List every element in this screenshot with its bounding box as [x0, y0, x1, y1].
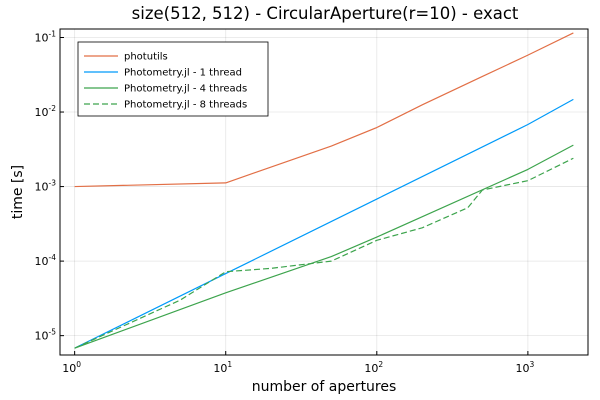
y-tick-label: 10-3	[35, 179, 57, 194]
chart-title: size(512, 512) - CircularAperture(r=10) …	[132, 4, 519, 23]
x-tick-base: 10	[62, 362, 76, 375]
x-tick-label: 101	[213, 360, 232, 375]
legend-label-1: photutils	[124, 52, 168, 63]
y-tick-exponent: -2	[49, 104, 57, 113]
legend-label-4: Photometry.jl - 8 threads	[124, 100, 247, 111]
legend-box	[77, 41, 269, 117]
y-tick-base: 10	[35, 31, 49, 44]
x-tick-exponent: 3	[529, 360, 534, 369]
series-line-4	[74, 157, 574, 349]
series-line-2	[74, 98, 574, 349]
x-tick-exponent: 1	[227, 360, 232, 369]
y-tick-exponent: -5	[49, 328, 57, 337]
x-tick-exponent: 0	[76, 360, 81, 369]
x-tick-label: 102	[364, 360, 383, 375]
x-tick-label: 103	[515, 360, 534, 375]
x-tick-base: 10	[213, 362, 227, 375]
y-tick-base: 10	[35, 106, 49, 119]
legend-label-2: Photometry.jl - 1 thread	[124, 68, 242, 79]
series-line-3	[74, 144, 574, 349]
series-line-1	[74, 32, 574, 188]
y-tick-label: 10-5	[35, 328, 57, 343]
y-tick-exponent: -4	[49, 253, 57, 262]
y-axis-ticks: 10-510-410-310-210-1	[35, 29, 64, 343]
legend-label-3: Photometry.jl - 4 threads	[124, 84, 247, 95]
x-axis-ticks: 100 101 102 103	[62, 351, 534, 375]
x-axis-label: number of apertures	[252, 379, 397, 395]
x-tick-exponent: 2	[378, 360, 383, 369]
x-tick-label: 100	[62, 360, 81, 375]
y-tick-base: 10	[35, 255, 49, 268]
legend: photutils Photometry.jl - 1 thread Photome…	[77, 41, 269, 117]
x-tick-base: 10	[515, 362, 529, 375]
y-tick-base: 10	[35, 330, 49, 343]
y-tick-label: 10-1	[35, 29, 57, 44]
x-tick-base: 10	[364, 362, 378, 375]
series-lines	[74, 32, 574, 349]
y-tick-exponent: -3	[49, 179, 57, 188]
y-axis-label: time [s]	[10, 165, 26, 219]
y-tick-base: 10	[35, 181, 49, 194]
y-tick-exponent: -1	[49, 29, 57, 38]
y-tick-label: 10-2	[35, 104, 57, 119]
y-tick-label: 10-4	[35, 253, 57, 268]
plot-frame	[59, 28, 589, 356]
